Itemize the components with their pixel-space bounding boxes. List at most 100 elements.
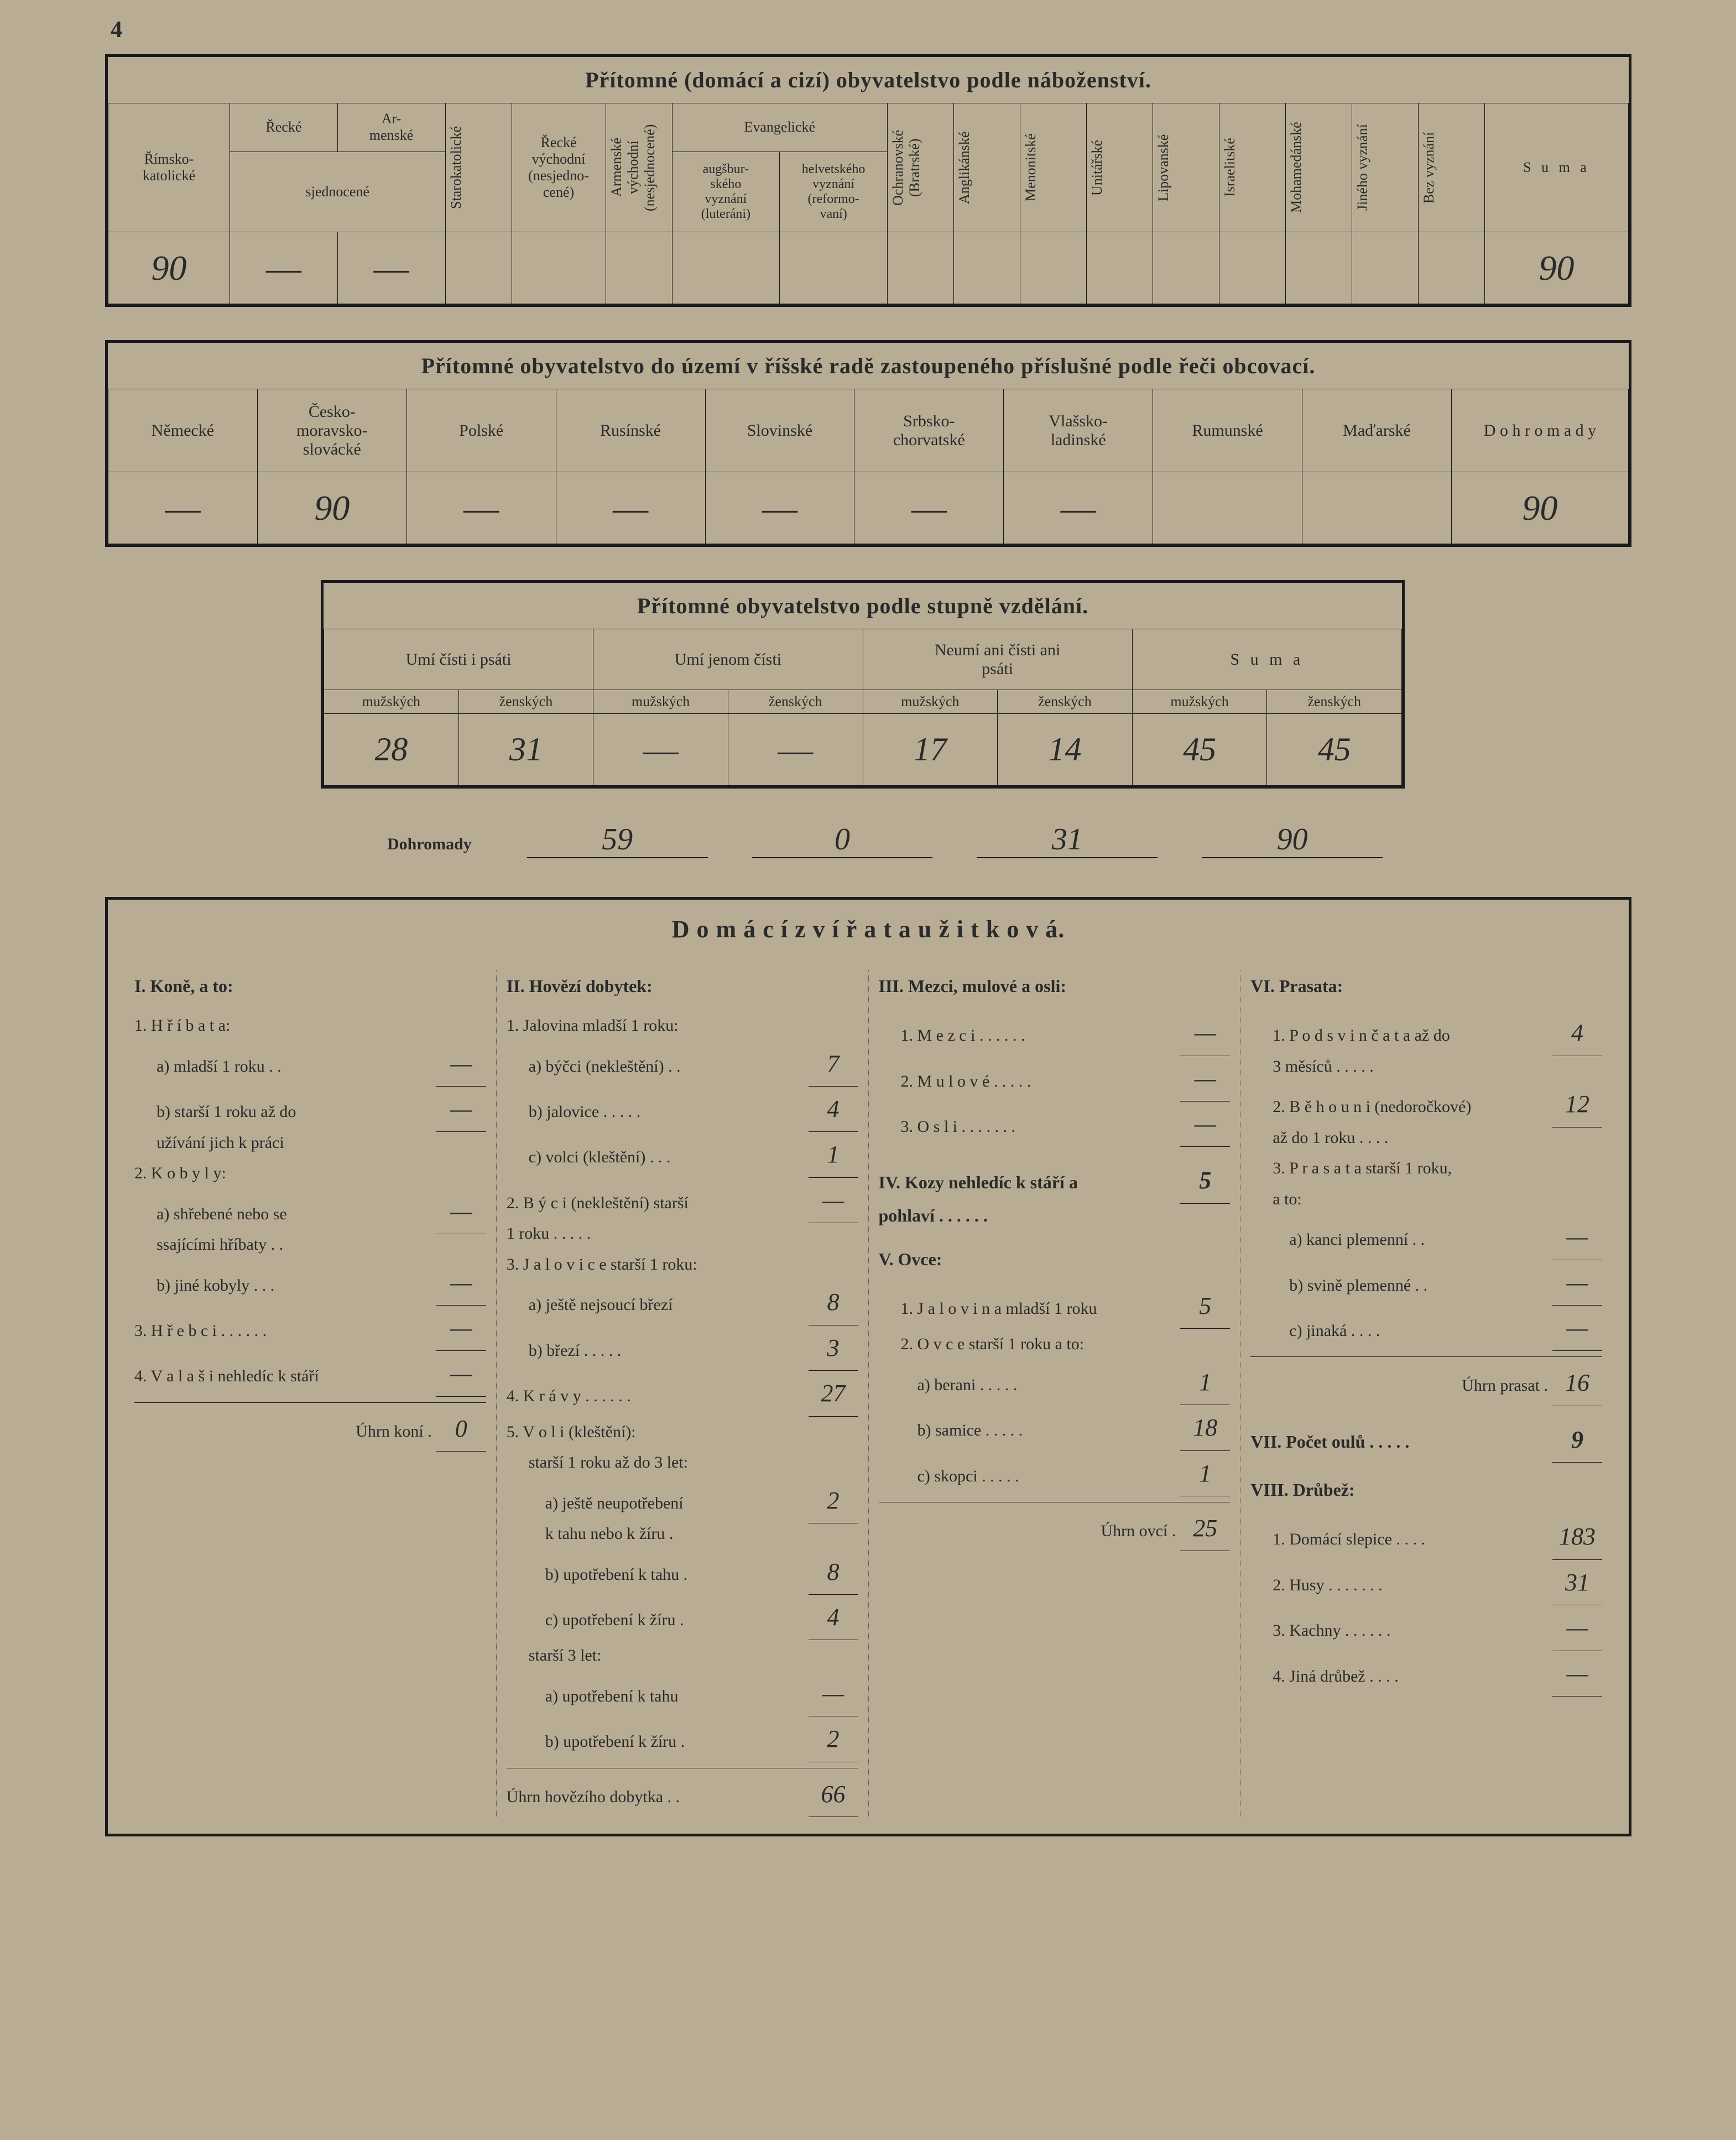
vc2c: 1	[1180, 1451, 1230, 1496]
c2: 2. O v c e starší 1 roku a to:	[879, 1329, 1231, 1360]
i1b: b) jalovice . . . . .	[529, 1097, 804, 1128]
c3: 3. Kachny . . . . . .	[1273, 1615, 1548, 1646]
atot: Úhrn prasat .	[1250, 1370, 1548, 1401]
v-rimsko: 90	[108, 232, 230, 304]
col-cattle: II. Hovězí dobytek: 1. Jalovina mladší 1…	[497, 970, 869, 1817]
h-ochran: Ochranovské (Bratrské)	[888, 103, 954, 232]
page-number: 4	[111, 17, 1708, 43]
h4c: VIII. Drůbež:	[1250, 1474, 1602, 1506]
v2a: —	[436, 1189, 486, 1234]
religion-table: Římsko- katolické Řecké Ar- menské Staro…	[108, 103, 1629, 304]
h4b: VII. Počet oulů . . . . .	[1250, 1426, 1548, 1458]
lv5: —	[854, 472, 1004, 544]
va2: —	[1180, 1056, 1230, 1102]
v4: 27	[809, 1371, 858, 1416]
v1a: 7	[809, 1041, 858, 1087]
religion-panel: Přítomné (domácí a cizí) obyvatelstvo po…	[105, 54, 1631, 307]
a2: 2. B ě h o u n i (nedoročkové) až do 1 r…	[1273, 1092, 1548, 1153]
lv9: 90	[1452, 472, 1629, 544]
lh1: Česko- moravsko- slovácké	[257, 389, 406, 472]
v4: —	[436, 1351, 486, 1396]
vtot: 25	[1180, 1506, 1230, 1551]
i4: 4. V a l a š i nehledíc k stáří	[134, 1361, 432, 1392]
vc3: —	[1552, 1605, 1602, 1651]
v5c: 4	[809, 1595, 858, 1640]
i1c: c) volci (kleštění) . . .	[529, 1142, 804, 1173]
v-e	[512, 232, 606, 304]
i1a: a) býčci (nekleštění) . .	[529, 1051, 804, 1082]
c4: 4. Jiná drůbež . . . .	[1273, 1661, 1548, 1692]
v1b: —	[436, 1087, 486, 1132]
h-menon: Menonitské	[1020, 103, 1087, 232]
h3b: IV. Kozy nehledíc k stáří a pohlaví . . …	[879, 1166, 1176, 1231]
i1b: b) starší 1 roku až do užívání jich k pr…	[157, 1097, 432, 1158]
es2: mužských	[593, 690, 728, 714]
i5s2: starší 3 let:	[507, 1640, 858, 1671]
h-rimsko: Římsko- katolické	[108, 103, 230, 232]
i5c: c) upotřebení k žíru .	[545, 1605, 804, 1636]
education-table: Umí čísti i psáti Umí jenom čísti Neumí …	[324, 629, 1402, 786]
h-jine: Jiného vyznání	[1352, 103, 1419, 232]
v-e	[1153, 232, 1219, 304]
h-isr: Israelitské	[1219, 103, 1286, 232]
col-horses: I. Koně, a to: 1. H ř í b a t a: a) mlad…	[124, 970, 497, 1817]
h-recke: Řecké	[230, 103, 338, 152]
h-sjed: sjednocené	[230, 152, 446, 232]
animals-title: D o m á c í z v í ř a t a u ž i t k o v …	[108, 900, 1629, 959]
vc2a: 1	[1180, 1360, 1230, 1405]
h-staro: Starokatolické	[445, 103, 512, 232]
v-sj1: —	[230, 232, 338, 304]
lh9: D o h r o m a d y	[1452, 389, 1629, 472]
va2: 12	[1552, 1082, 1602, 1127]
vtot: 0	[436, 1406, 486, 1452]
c2: 2. Husy . . . . . . .	[1273, 1570, 1548, 1601]
es4: mužských	[863, 690, 998, 714]
es5: ženských	[998, 690, 1133, 714]
h-moh: Mohamedánské	[1286, 103, 1352, 232]
vtot: 66	[809, 1772, 858, 1817]
v2: —	[809, 1178, 858, 1223]
h3a: III. Mezci, mulové a osli:	[879, 970, 1231, 1003]
i5a: a) ještě neupotřebení k tahu nebo k žíru…	[545, 1488, 804, 1549]
a3: 3. P r a s a t a starší 1 roku, a to:	[1250, 1153, 1602, 1214]
c1: 1. Domácí slepice . . . .	[1273, 1524, 1548, 1555]
lv4: —	[705, 472, 854, 544]
eg3: S u m a	[1132, 629, 1401, 690]
vc4: —	[1552, 1651, 1602, 1697]
c1: 1. J a l o v i n a mladší 1 roku	[901, 1293, 1176, 1324]
a2: 2. M u l o v é . . . . .	[901, 1066, 1176, 1097]
lh2: Polské	[406, 389, 556, 472]
v-e	[1020, 232, 1087, 304]
i3: 3. J a l o v i c e starší 1 roku:	[507, 1249, 858, 1280]
i1: 1. H ř í b a t a:	[134, 1010, 486, 1041]
i2a: a) shřebené nebo se ssajícími hříbaty . …	[157, 1199, 432, 1260]
c2b: b) samice . . . . .	[917, 1415, 1176, 1446]
lv1: 90	[257, 472, 406, 544]
c2c: c) skopci . . . . .	[917, 1461, 1176, 1492]
i5b: b) upotřebení k tahu .	[545, 1559, 804, 1590]
i5e: b) upotřebení k žíru .	[545, 1726, 804, 1757]
v1b: 4	[809, 1087, 858, 1132]
h2: II. Hovězí dobytek:	[507, 970, 858, 1003]
h-suma: S u m a	[1485, 103, 1629, 232]
i1: 1. Jalovina mladší 1 roku:	[507, 1010, 858, 1041]
eg1: Umí jenom čísti	[593, 629, 863, 690]
ev0: 28	[324, 714, 459, 786]
v-e	[606, 232, 672, 304]
es7: ženských	[1267, 690, 1402, 714]
vc2b: 18	[1180, 1405, 1230, 1450]
ev1: 31	[458, 714, 593, 786]
lv3: —	[556, 472, 705, 544]
tot2: 31	[977, 822, 1158, 858]
vB: 5	[1180, 1158, 1230, 1203]
v5d: —	[809, 1671, 858, 1716]
v1a: —	[436, 1041, 486, 1087]
col-mules-goats-sheep: III. Mezci, mulové a osli: 1. M e z c i …	[869, 970, 1241, 1817]
v-e	[1419, 232, 1485, 304]
h-angl: Anglikánské	[954, 103, 1020, 232]
education-totals: Dohromady 59 0 31 90	[321, 822, 1405, 858]
v-e	[780, 232, 888, 304]
tot: Úhrn ovcí .	[879, 1516, 1176, 1547]
vatot: 16	[1552, 1360, 1602, 1406]
lv8	[1302, 472, 1452, 544]
